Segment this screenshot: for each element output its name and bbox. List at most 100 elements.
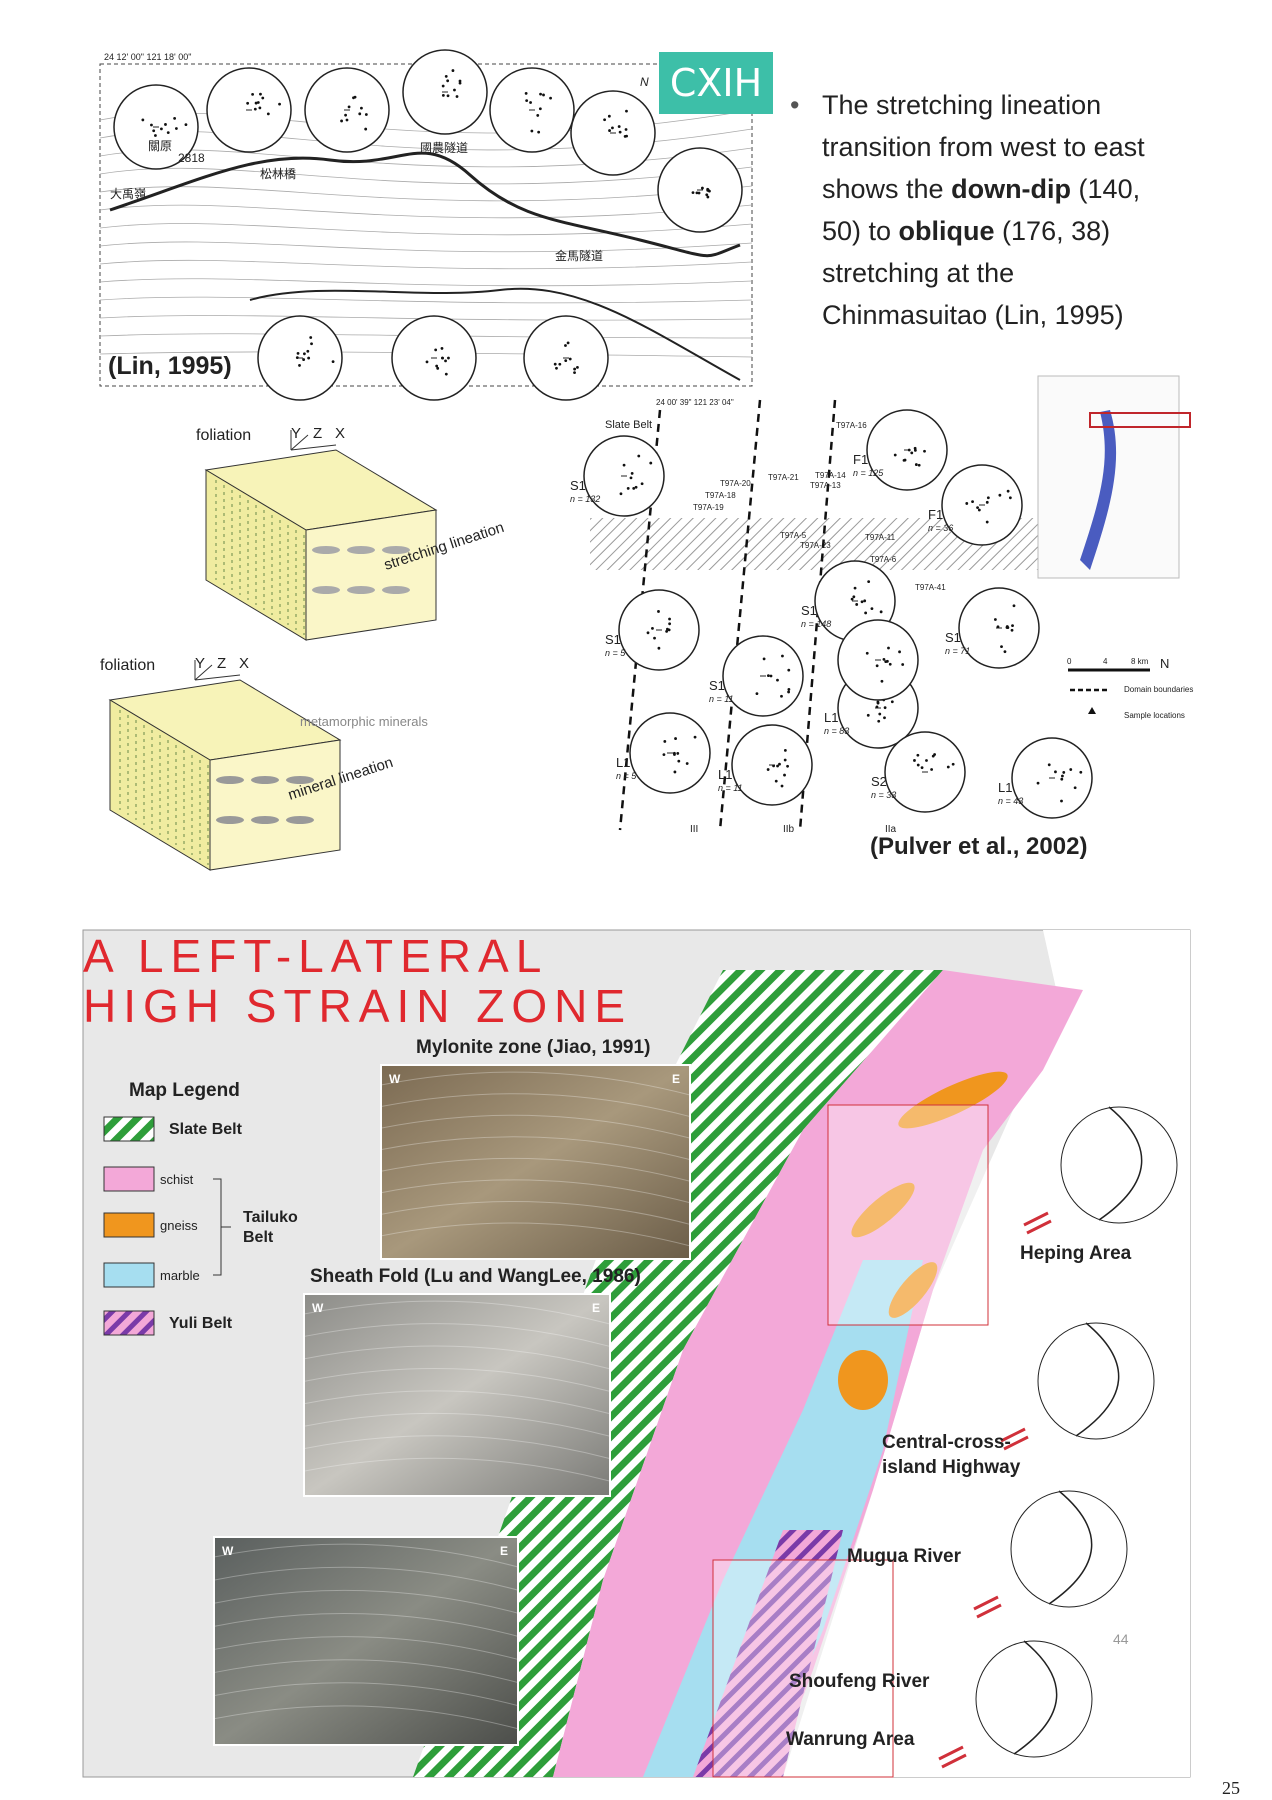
- label: E: [500, 1544, 508, 1558]
- label: Slate Belt: [605, 419, 652, 431]
- stereonet-point: [441, 84, 445, 88]
- grain: [286, 776, 314, 784]
- stereonet-point: [524, 91, 528, 95]
- stereonet-point: [358, 112, 362, 116]
- rock-texture: [303, 1390, 611, 1415]
- stereonet-point: [776, 678, 779, 682]
- stereonet-point: [566, 341, 570, 345]
- stereonet-point: [1060, 777, 1064, 781]
- label: n = 33: [871, 790, 896, 800]
- contour: [99, 315, 753, 321]
- stereonet-point: [622, 463, 626, 467]
- stereonet-point: [875, 705, 879, 709]
- stereonet-point: [539, 92, 542, 96]
- rock-texture: [213, 1659, 519, 1684]
- gneiss: [888, 1262, 938, 1318]
- stereonet-point: [444, 75, 448, 78]
- stereonet-point: [867, 580, 871, 584]
- stereonet-point: [1069, 768, 1073, 771]
- bullet-text: The stretching lineation transition from…: [822, 84, 1172, 336]
- label: Tailuko Belt: [243, 1209, 298, 1246]
- stereonet-point: [553, 362, 557, 366]
- stereonet-point: [1047, 763, 1051, 767]
- label: n = 43: [998, 796, 1023, 806]
- label: n = 125: [853, 468, 884, 478]
- legend-triangle: [1088, 707, 1096, 714]
- stereonet-point: [542, 93, 545, 97]
- stereonet-point: [685, 762, 689, 765]
- contour: [99, 333, 753, 339]
- stereonet-point: [693, 735, 697, 739]
- stereonet-point: [663, 740, 667, 743]
- stereonet-point: [864, 611, 868, 615]
- stereonet-point: [626, 486, 630, 490]
- stereonet-point: [309, 336, 313, 339]
- stereonet-point: [295, 356, 299, 360]
- label: 金馬隧道: [555, 248, 603, 263]
- label: Sample locations: [1124, 711, 1185, 720]
- stereonet-point: [458, 79, 462, 83]
- label: X: [335, 425, 345, 442]
- stereonet-point: [619, 492, 623, 496]
- stereonet-point: [164, 123, 167, 126]
- rock-texture: [303, 1412, 611, 1437]
- label: T97A-21: [768, 473, 799, 482]
- stereonet-point: [780, 694, 783, 698]
- label: 0: [1067, 657, 1072, 666]
- stereonet-point: [705, 193, 709, 197]
- stereonet-point: [564, 359, 568, 363]
- photo: [213, 1536, 519, 1746]
- stereonet-point: [259, 92, 262, 96]
- label: T97A-19: [693, 503, 724, 512]
- stereonet-point: [914, 463, 918, 466]
- label: Sheath Fold (Lu and WangLee, 1986): [310, 1266, 641, 1287]
- text-segment: The stretching lineation transition from…: [822, 90, 1145, 204]
- label: 大禹嶺: [110, 187, 146, 201]
- label: S1: [801, 603, 817, 618]
- label: 松林橋: [260, 167, 296, 181]
- stereonet-point: [184, 123, 188, 127]
- stereonet-point: [451, 69, 455, 72]
- label: III: [690, 824, 698, 835]
- label: F1: [853, 452, 868, 467]
- inset-belt: [1080, 410, 1117, 570]
- label: gneiss: [160, 1218, 198, 1233]
- legend-bracket: [213, 1178, 231, 1276]
- stereonet-point: [910, 451, 914, 455]
- stereonet-point: [870, 607, 874, 611]
- rock-texture: [213, 1636, 519, 1660]
- stereonet-point: [152, 129, 156, 133]
- rock-texture: [303, 1367, 611, 1392]
- stereonet-point: [883, 716, 886, 720]
- axes-icon: [194, 660, 241, 681]
- stereonet-point: [860, 600, 864, 604]
- badge: CXIH: [659, 52, 773, 114]
- grain: [312, 586, 340, 594]
- label: 關原: [148, 139, 172, 153]
- stereonet-point: [296, 352, 300, 355]
- stereonet-point: [985, 520, 989, 524]
- label: W: [389, 1072, 401, 1086]
- stereonet-point: [447, 356, 450, 360]
- label: Wanrung Area: [786, 1729, 915, 1750]
- stereonet-point: [697, 191, 701, 195]
- label: IIb: [783, 824, 795, 835]
- stereonet-point: [1060, 799, 1063, 803]
- stereonet-point: [691, 191, 695, 195]
- stereonet-point: [700, 186, 704, 190]
- label: schist: [160, 1172, 194, 1187]
- label: 44: [1113, 1631, 1129, 1647]
- photo: [303, 1293, 611, 1497]
- stereonet-point: [993, 618, 997, 621]
- rock-texture: [380, 1200, 691, 1225]
- label: L1: [718, 767, 732, 782]
- stereonet-point: [446, 94, 450, 98]
- stereonet-point: [946, 765, 950, 769]
- stereonet-point: [657, 610, 660, 613]
- stereonet-point: [1054, 770, 1057, 774]
- stereonet-point: [536, 114, 540, 117]
- stereonet-point: [774, 779, 778, 783]
